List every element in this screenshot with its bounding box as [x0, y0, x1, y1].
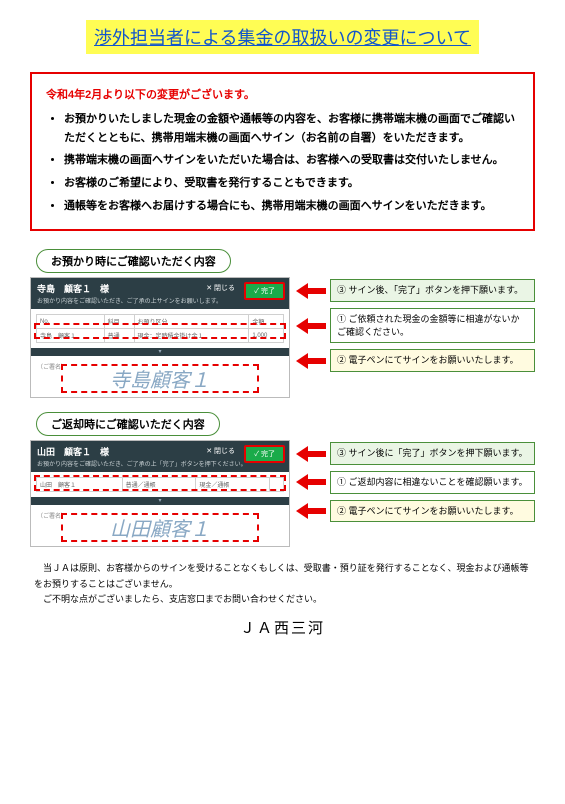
- callout-2: ② 電子ペンにてサインをお願いいたします。: [296, 349, 535, 372]
- page-title: 渉外担当者による集金の取扱いの変更について: [86, 20, 479, 54]
- signature-text: 山田顧客１: [37, 520, 283, 540]
- th: No.: [37, 315, 105, 329]
- th: お預り区分: [134, 315, 249, 329]
- td: 山田 顧客１: [37, 478, 123, 492]
- signature-area[interactable]: （ご署名） 寺島顧客１: [31, 356, 289, 397]
- th: 科目: [104, 315, 134, 329]
- return-mock-screen: 山田 顧客１ 様 お預かり内容をご確認いただき、ご了承の上「完了」ボタンを押下く…: [30, 440, 290, 547]
- notice-item: お預かりいたしました現金の金額や通帳等の内容を、お客様に携帯端末機の画面でご確認…: [64, 110, 519, 147]
- callout-3: ③ サイン後、「完了」ボタンを押下願います。: [296, 279, 535, 302]
- td: [270, 478, 284, 492]
- notice-list: お預かりいたしました現金の金額や通帳等の内容を、お客様に携帯端末機の画面でご確認…: [46, 110, 519, 215]
- td: 現金：定時積金掛け金１: [134, 329, 249, 343]
- notice-item: 携帯端末機の画面へサインをいただいた場合は、お客様への受取書は交付いたしません。: [64, 151, 519, 170]
- arrow-icon: [296, 446, 326, 462]
- return-table: 山田 顧客１ 普通／通帳 現金／通帳: [36, 477, 284, 492]
- callout-box: ③ サイン後に「完了」ボタンを押下願います。: [330, 442, 535, 465]
- mock-separator: ▾: [31, 348, 289, 356]
- arrow-icon: [296, 353, 326, 369]
- td: 普通: [104, 329, 134, 343]
- section1-callouts: ③ サイン後、「完了」ボタンを押下願います。 ① ご依頼された現金の金額等に相違…: [296, 277, 535, 371]
- arrow-icon: [296, 283, 326, 299]
- mock-body: 山田 顧客１ 普通／通帳 現金／通帳: [31, 472, 289, 497]
- td: 1,000: [249, 329, 284, 343]
- callout-box: ② 電子ペンにてサインをお願いいたします。: [330, 500, 535, 523]
- td: 普通／通帳: [122, 478, 196, 492]
- footnote-line: 当ＪＡは原則、お客様からのサインを受けることなくもしくは、受取書・預り証を発行す…: [34, 561, 531, 592]
- done-button[interactable]: ✓ 完了: [244, 445, 285, 463]
- mock-header: 寺島 顧客１ 様 お預かり内容をご確認いただき、ご了承の上サインをお願いします。…: [31, 278, 289, 309]
- footnote-line: ご不明な点がございましたら、支店窓口までお問い合わせください。: [34, 592, 531, 607]
- mock-header: 山田 顧客１ 様 お預かり内容をご確認いただき、ご了承の上「完了」ボタンを押下く…: [31, 441, 289, 472]
- footnote: 当ＪＡは原則、お客様からのサインを受けることなくもしくは、受取書・預り証を発行す…: [34, 561, 531, 607]
- notice-box: 令和4年2月より以下の変更がございます。 お預かりいたしました現金の金額や通帳等…: [30, 72, 535, 231]
- arrow-icon: [296, 474, 326, 490]
- callout-box: ① ご依頼された現金の金額等に相違がないかご確認ください。: [330, 308, 535, 343]
- callout-3: ③ サイン後に「完了」ボタンを押下願います。: [296, 442, 535, 465]
- notice-item: お客様のご希望により、受取書を発行することもできます。: [64, 174, 519, 193]
- notice-item: 通帳等をお客様へお届けする場合にも、携帯用端末機の画面へサインをいただきます。: [64, 197, 519, 216]
- close-button[interactable]: ✕ 閉じる: [206, 446, 235, 456]
- section2-callouts: ③ サイン後に「完了」ボタンを押下願います。 ① ご返却内容に相違ないことを確認…: [296, 440, 535, 522]
- deposit-table: No. 科目 お預り区分 金額 寺島 顧客１ 普通 現金：定時積金掛け金１ 1,…: [36, 314, 284, 343]
- callout-2: ② 電子ペンにてサインをお願いいたします。: [296, 500, 535, 523]
- close-button[interactable]: ✕ 閉じる: [206, 283, 235, 293]
- section1-diagram: 寺島 顧客１ 様 お預かり内容をご確認いただき、ご了承の上サインをお願いします。…: [30, 277, 535, 398]
- mock-separator: ▾: [31, 497, 289, 505]
- deposit-mock-screen: 寺島 顧客１ 様 お預かり内容をご確認いただき、ご了承の上サインをお願いします。…: [30, 277, 290, 398]
- organization-name: ＪＡ西三河: [30, 617, 535, 638]
- callout-1: ① ご返却内容に相違ないことを確認願います。: [296, 471, 535, 494]
- callout-box: ② 電子ペンにてサインをお願いいたします。: [330, 349, 535, 372]
- mock-body: No. 科目 お預り区分 金額 寺島 顧客１ 普通 現金：定時積金掛け金１ 1,…: [31, 309, 289, 348]
- td: 現金／通帳: [196, 478, 270, 492]
- notice-heading: 令和4年2月より以下の変更がございます。: [46, 86, 519, 102]
- signature-area[interactable]: （ご署名） 山田顧客１: [31, 505, 289, 546]
- td: 寺島 顧客１: [37, 329, 105, 343]
- arrow-icon: [296, 503, 326, 519]
- callout-box: ① ご返却内容に相違ないことを確認願います。: [330, 471, 535, 494]
- callout-1: ① ご依頼された現金の金額等に相違がないかご確認ください。: [296, 308, 535, 343]
- section2-label: ご返却時にご確認いただく内容: [36, 412, 220, 436]
- callout-box: ③ サイン後、「完了」ボタンを押下願います。: [330, 279, 535, 302]
- done-button[interactable]: ✓ 完了: [244, 282, 285, 300]
- section2-diagram: 山田 顧客１ 様 お預かり内容をご確認いただき、ご了承の上「完了」ボタンを押下く…: [30, 440, 535, 547]
- th: 金額: [249, 315, 284, 329]
- arrow-icon: [296, 318, 326, 334]
- signature-text: 寺島顧客１: [37, 371, 283, 391]
- section1-label: お預かり時にご確認いただく内容: [36, 249, 231, 273]
